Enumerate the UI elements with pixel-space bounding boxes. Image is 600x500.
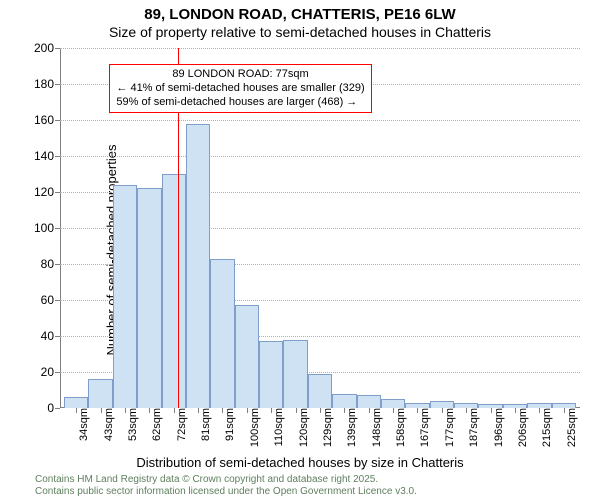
y-tick-mark [55,372,60,373]
y-tick-mark [55,156,60,157]
x-tick-label: 167sqm [413,408,431,447]
footer-line-1: Contains HM Land Registry data © Crown c… [35,474,417,486]
histogram-bar [88,379,112,408]
x-tick-label: 139sqm [340,408,358,447]
histogram-bar [235,305,259,408]
x-tick-label: 120sqm [292,408,310,447]
bar-slot: 215sqm [527,48,551,408]
histogram-bar [259,341,283,408]
annotation-line: 89 LONDON ROAD: 77sqm [116,68,364,82]
x-axis-label: Distribution of semi-detached houses by … [0,455,600,470]
annotation-line: 59% of semi-detached houses are larger (… [116,96,364,110]
bar-slot: 225sqm [552,48,576,408]
footer-line-2: Contains public sector information licen… [35,486,417,498]
x-tick-label: 100sqm [243,408,261,447]
attribution-footer: Contains HM Land Registry data © Crown c… [35,474,417,498]
x-tick-label: 81sqm [194,408,212,441]
histogram-bar [113,185,137,408]
x-tick-label: 187sqm [462,408,480,447]
x-tick-label: 62sqm [145,408,163,441]
histogram-bar [137,188,161,408]
x-tick-label: 158sqm [389,408,407,447]
y-tick-mark [55,300,60,301]
y-tick-mark [55,336,60,337]
x-tick-label: 91sqm [218,408,236,441]
bar-slot: 187sqm [454,48,478,408]
x-tick-label: 34sqm [72,408,90,441]
bar-slot: 34sqm [64,48,88,408]
y-tick-mark [55,192,60,193]
bar-slot: 177sqm [430,48,454,408]
histogram-bar [283,340,307,408]
histogram-bar [186,124,210,408]
bar-slot: 158sqm [381,48,405,408]
annotation-box: 89 LONDON ROAD: 77sqm← 41% of semi-detac… [109,64,371,113]
y-tick-mark [55,48,60,49]
x-tick-label: 110sqm [267,408,285,446]
x-tick-label: 43sqm [97,408,115,441]
x-tick-label: 177sqm [438,408,456,447]
x-tick-label: 53sqm [121,408,139,441]
histogram-bar [357,395,381,408]
chart-subtitle: Size of property relative to semi-detach… [0,24,600,40]
histogram-bar [381,399,405,408]
bar-slot: 167sqm [405,48,429,408]
plot-area: 34sqm43sqm53sqm62sqm72sqm81sqm91sqm100sq… [60,48,580,408]
y-tick-mark [55,84,60,85]
x-tick-label: 72sqm [170,408,188,441]
x-tick-label: 206sqm [511,408,529,447]
histogram-bar [64,397,88,408]
y-tick-mark [55,408,60,409]
chart-title: 89, LONDON ROAD, CHATTERIS, PE16 6LW [0,6,600,23]
histogram-bar [162,174,186,408]
histogram-bar [210,259,234,408]
y-tick-mark [55,264,60,265]
histogram-bar [430,401,454,408]
x-tick-label: 215sqm [535,408,553,447]
x-tick-label: 225sqm [560,408,578,447]
histogram-bar [308,374,332,408]
histogram-bar [332,394,356,408]
bar-slot: 196sqm [478,48,502,408]
y-tick-mark [55,120,60,121]
x-tick-label: 196sqm [487,408,505,447]
x-tick-label: 148sqm [365,408,383,447]
annotation-line: ← 41% of semi-detached houses are smalle… [116,82,364,96]
x-tick-label: 129sqm [316,408,334,447]
chart-container: 89, LONDON ROAD, CHATTERIS, PE16 6LW Siz… [0,0,600,500]
y-tick-mark [55,228,60,229]
bar-slot: 206sqm [503,48,527,408]
